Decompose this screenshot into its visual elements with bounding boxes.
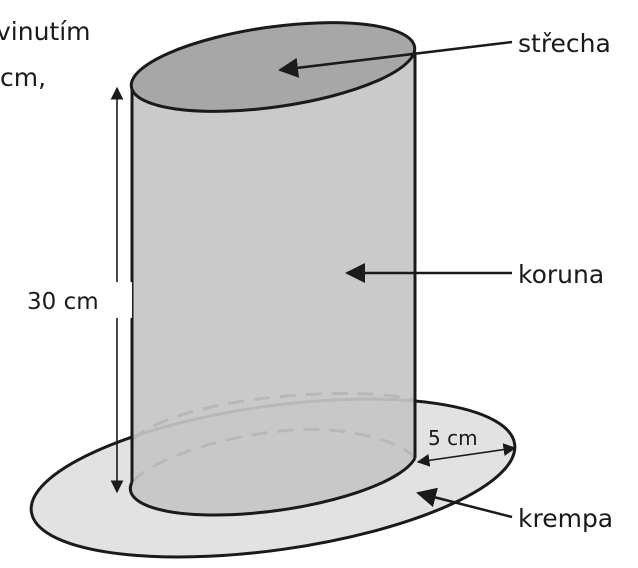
crown-label: koruna <box>518 260 604 289</box>
crown-base-front-edge <box>128 457 417 517</box>
crown-body <box>130 52 415 516</box>
height-label-gap <box>104 282 132 318</box>
brim-label: krempa <box>518 504 613 533</box>
roof-label: střecha <box>518 29 611 58</box>
intro-text-line2: cm, <box>0 63 46 92</box>
roof-pointer-arrow <box>278 40 513 78</box>
height-label: 30 cm <box>27 289 99 315</box>
brim-width-dimension-line <box>416 443 517 467</box>
intro-text-line1: vinutím <box>0 17 91 46</box>
brim-pointer-arrow <box>416 487 513 519</box>
roof-ellipse <box>129 21 417 113</box>
brim-width-label: 5 cm <box>428 426 478 450</box>
